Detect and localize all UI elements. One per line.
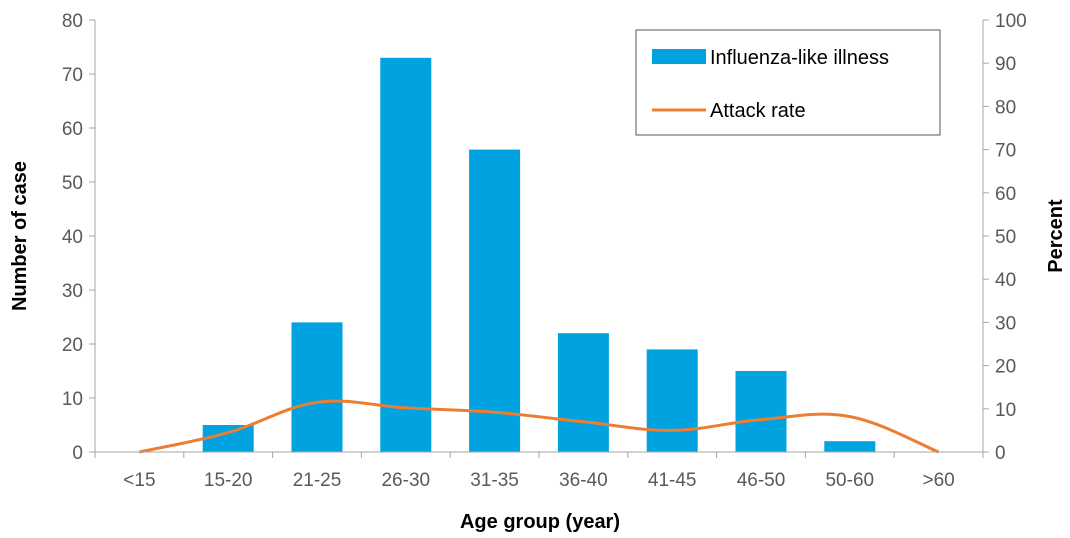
x-tick-label: 46-50 bbox=[737, 470, 786, 491]
bar-7 bbox=[735, 371, 787, 452]
x-tick-label: <15 bbox=[123, 470, 155, 491]
y-tick-label: 50 bbox=[62, 173, 83, 194]
x-tick-label: >60 bbox=[922, 470, 954, 491]
y-tick-label: 70 bbox=[62, 65, 83, 86]
y-tick-label: 30 bbox=[62, 281, 83, 302]
legend-swatch-bar bbox=[652, 49, 706, 64]
line-series bbox=[139, 399, 940, 454]
axes: 0 10 20 30 40 50 60 70 80 0 10 20 30 40 50 60 70 80 90 100 <… bbox=[62, 11, 1027, 491]
x-tick-label: 36-40 bbox=[559, 470, 608, 491]
bar-series bbox=[202, 57, 876, 453]
bar-1 bbox=[202, 425, 254, 452]
legend-label-line: Attack rate bbox=[710, 100, 806, 122]
x-tick-label: 50-60 bbox=[825, 470, 874, 491]
y2-tick-label: 70 bbox=[995, 141, 1016, 162]
legend: Influenza-like illness Attack rate bbox=[635, 29, 941, 136]
bar-4 bbox=[469, 149, 521, 452]
x-tick-label: 41-45 bbox=[648, 470, 697, 491]
y2-tick-label: 90 bbox=[995, 54, 1016, 75]
y2-tick-label: 40 bbox=[995, 270, 1016, 291]
attack-rate-line bbox=[139, 399, 940, 454]
y2-axis-title: Percent bbox=[1045, 199, 1067, 273]
x-tick-label: 31-35 bbox=[470, 470, 519, 491]
x-tick-label: 26-30 bbox=[381, 470, 430, 491]
y-tick-label: 40 bbox=[62, 227, 83, 248]
y2-tick-label: 60 bbox=[995, 184, 1016, 205]
legend-box bbox=[635, 29, 941, 136]
y2-tick-label: 100 bbox=[995, 11, 1027, 32]
y2-tick-label: 50 bbox=[995, 227, 1016, 248]
y-tick-label: 10 bbox=[62, 389, 83, 410]
y-tick-label: 60 bbox=[62, 119, 83, 140]
legend-label-bar: Influenza-like illness bbox=[710, 47, 889, 69]
y2-tick-label: 30 bbox=[995, 313, 1016, 334]
y2-tick-label: 80 bbox=[995, 97, 1016, 118]
x-axis-title: Age group (year) bbox=[460, 511, 620, 533]
y2-tick-label: 20 bbox=[995, 357, 1016, 378]
y-tick-label: 0 bbox=[72, 443, 83, 464]
bar-8 bbox=[824, 441, 876, 452]
y-tick-label: 80 bbox=[62, 11, 83, 32]
y-tick-label: 20 bbox=[62, 335, 83, 356]
y2-tick-label: 10 bbox=[995, 400, 1016, 421]
bar-6 bbox=[646, 349, 698, 452]
bar-2 bbox=[291, 322, 343, 452]
x-tick-label: 21-25 bbox=[293, 470, 342, 491]
y2-tick-label: 0 bbox=[995, 443, 1006, 464]
bar-3 bbox=[380, 57, 432, 453]
x-tick-label: 15-20 bbox=[204, 470, 253, 491]
bar-5 bbox=[557, 333, 609, 452]
y-axis-title: Number of case bbox=[9, 161, 31, 311]
